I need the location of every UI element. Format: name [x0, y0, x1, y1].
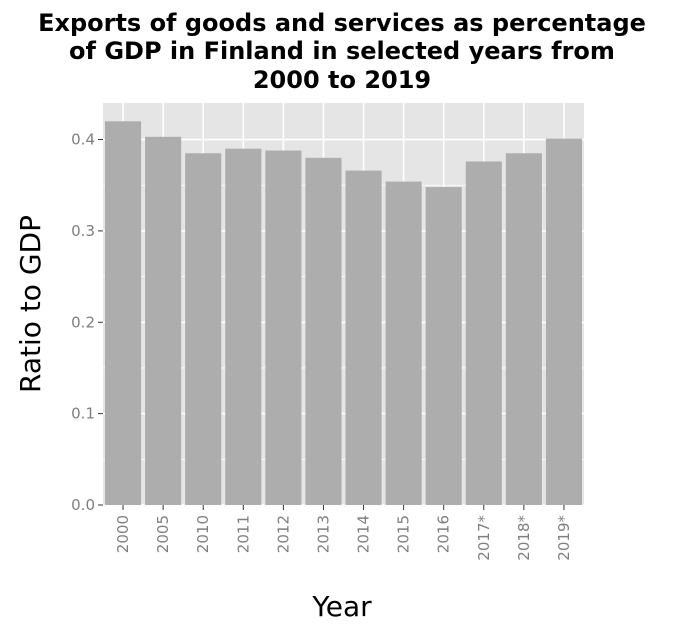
y-tick-label: 0.4	[71, 131, 95, 149]
x-axis-title: Year	[311, 590, 372, 623]
x-axis: 2000 2005 2010 2011 2012 2013 2014 2015 2016 2017…	[114, 505, 573, 561]
x-tick-label: 2018*	[515, 515, 533, 561]
x-tick-label: 2019*	[555, 515, 573, 561]
bar-2010	[185, 153, 222, 505]
y-tick-label: 0.3	[71, 222, 95, 240]
x-tick-label: 2005	[154, 515, 172, 553]
bar-2016	[425, 187, 462, 505]
bar-2018*	[505, 153, 542, 505]
bar-2014	[345, 170, 382, 506]
y-axis: 0.0 0.1 0.2 0.3 0.4	[71, 131, 103, 514]
bar-2000	[105, 121, 142, 505]
x-tick-label: 2014	[355, 515, 373, 553]
chart-title-line-3: 2000 to 2019	[253, 66, 431, 94]
y-tick-label: 0.1	[71, 405, 95, 423]
bar-2013	[305, 157, 342, 505]
bar-2015	[385, 181, 422, 505]
x-tick-label: 2013	[314, 515, 332, 553]
x-tick-label: 2017*	[475, 515, 493, 561]
x-tick-label: 2015	[395, 515, 413, 553]
bar-2005	[145, 136, 182, 505]
bars	[105, 121, 582, 506]
bar-2011	[225, 148, 262, 505]
x-tick-label: 2016	[435, 515, 453, 553]
y-tick-label: 0.0	[71, 496, 95, 514]
bar-2012	[265, 150, 302, 505]
x-tick-label: 2012	[274, 515, 292, 553]
x-tick-label: 2000	[114, 515, 132, 553]
chart-title-line-1: Exports of goods and services as percent…	[38, 9, 646, 37]
chart-title-line-2: of GDP in Finland in selected years from	[69, 37, 615, 65]
y-tick-label: 0.2	[71, 313, 95, 331]
y-axis-title: Ratio to GDP	[14, 215, 47, 393]
bar-2017*	[465, 161, 502, 506]
plot-panel	[103, 103, 584, 505]
bar-2019*	[545, 138, 582, 505]
x-tick-label: 2011	[234, 515, 252, 553]
x-tick-label: 2010	[194, 515, 212, 553]
